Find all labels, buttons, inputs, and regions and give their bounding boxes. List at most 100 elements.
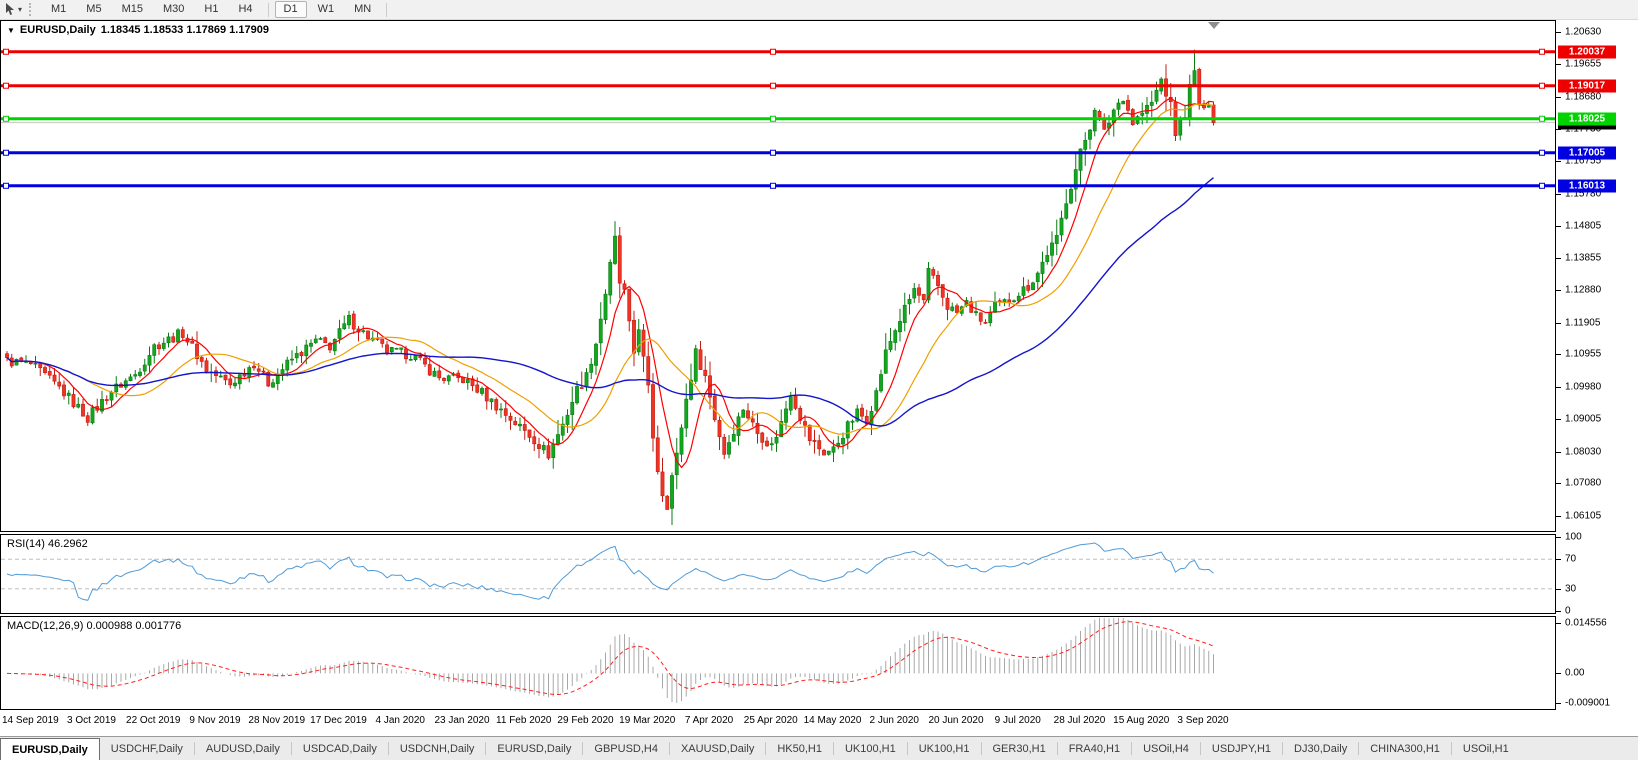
chart-tab-USDCAD-Daily[interactable]: USDCAD,Daily [302,742,377,755]
line-handle[interactable] [1539,182,1545,189]
candle-body [641,329,646,357]
candle-body [233,382,237,387]
date-label: 19 Mar 2020 [619,715,676,726]
candle-body [584,372,589,388]
tab-divider [1131,742,1133,755]
collapse-indicator-icon[interactable]: ▼ [7,25,15,35]
line-price-badge-1.16013: 1.16013 [1558,179,1616,193]
price-tick-label: 1.14805 [1565,220,1602,232]
candle-body [76,403,81,408]
line-handle[interactable] [770,48,776,55]
candle-body [1026,285,1031,291]
candle-body [1064,203,1069,219]
candle-body [1078,148,1083,171]
candle-body [518,423,522,427]
timeframe-button-H1[interactable]: H1 [204,3,219,15]
line-handle[interactable] [1539,48,1545,55]
chart-shift-marker[interactable] [1208,22,1220,29]
chart-tab-UK100-H1[interactable]: UK100,H1 [918,742,970,755]
price-tick-label: 1.11905 [1565,317,1601,329]
candle-body [898,321,902,333]
candle-body [180,329,185,338]
candle-body [703,369,708,376]
line-handle[interactable] [770,115,776,122]
candle-body [860,407,864,417]
candle-body [285,359,290,371]
candle-body [845,421,850,439]
timeframe-button-M30[interactable]: M30 [162,3,185,15]
chart-tab-DJ30-Daily[interactable]: DJ30,Daily [1294,742,1348,755]
candle-body [508,415,513,421]
chart-tab-GER30-H1[interactable]: GER30,H1 [992,742,1046,755]
chart-tab-USDCNH-Daily[interactable]: USDCNH,Daily [399,742,475,755]
chart-tab-XAUUSD-Daily[interactable]: XAUUSD,Daily [680,742,755,755]
chart-tab-CHINA300-H1[interactable]: CHINA300,H1 [1370,742,1440,755]
line-handle[interactable] [770,149,776,156]
line-price-badge-1.20037: 1.20037 [1558,45,1616,59]
chart-tab-USDCHF-Daily[interactable]: USDCHF,Daily [110,742,183,755]
tab-divider [1358,742,1360,755]
timeframe-button-M5[interactable]: M5 [86,3,102,15]
candle-body [437,370,442,379]
timeframe-button-H4[interactable]: H4 [238,3,253,15]
rsi-tick-label: 100 [1565,531,1582,543]
line-handle[interactable] [1539,149,1545,156]
rsi-tick [1556,611,1561,612]
cursor-arrow-icon[interactable] [2,2,18,17]
dropdown-caret-icon[interactable]: ▾ [18,5,23,14]
candle-body [380,338,385,344]
date-label: 14 May 2020 [803,715,862,726]
candle-body [698,349,703,370]
timeframe-button-W1[interactable]: W1 [317,3,335,15]
date-label: 7 Apr 2020 [684,715,734,726]
chart-tab-GBPUSD-H4[interactable]: GBPUSD,H4 [594,742,658,755]
timeframe-button-MN[interactable]: MN [354,3,372,15]
price-tick [1556,483,1561,485]
chart-title: ▼ EURUSD,Daily 1.18345 1.18533 1.17869 1… [7,24,269,36]
candle-body [1164,78,1168,97]
candle-body [157,344,161,350]
candle-body [831,446,836,453]
candle-body [902,304,907,323]
price-tick-label: 1.09980 [1565,381,1602,393]
macd-tick [1556,673,1561,675]
timeframe-buttons: M1 M5 M15 M30 H1 H4 D1 W1 MN [41,1,392,18]
macd-tick-label: 0.014556 [1565,617,1607,629]
line-handle[interactable] [770,182,776,189]
line-handle[interactable] [3,149,9,156]
tab-divider [1450,742,1452,755]
line-handle[interactable] [3,82,9,89]
candle-body [128,376,133,382]
chart-tab-AUDUSD-Daily[interactable]: AUDUSD,Daily [205,742,280,755]
chart-tab-USOil-H4[interactable]: USOil,H4 [1143,742,1189,755]
candle-body [304,344,309,357]
timeframe-button-M1[interactable]: M1 [51,3,67,15]
candle-body [33,362,38,365]
line-handle[interactable] [3,115,9,122]
timeframe-button-M15[interactable]: M15 [121,3,143,15]
chart-tab-USOil-H1[interactable]: USOil,H1 [1462,742,1509,755]
chart-tab-HK50-H1[interactable]: HK50,H1 [777,742,822,755]
price-tick [1556,515,1561,517]
chart-tab-UK100-H1[interactable]: UK100,H1 [844,742,896,755]
candle-body [465,379,470,383]
toolbar-grip[interactable] [29,3,35,16]
chart-tab-EURUSD-Daily[interactable]: EURUSD,Daily [497,742,572,755]
chart-tab-USDJPY-H1[interactable]: USDJPY,H1 [1211,742,1272,755]
candle-body [765,440,769,447]
chart-tab-EURUSD-Daily[interactable]: EURUSD,Daily [0,738,100,760]
toolbar-separator [386,2,388,17]
timeframe-button-D1[interactable]: D1 [274,1,307,18]
price-tick-label: 1.19655 [1565,58,1602,70]
tab-divider [387,742,389,755]
tab-divider [765,742,767,755]
candle-body [1040,261,1045,274]
chart-tab-FRA40-H1[interactable]: FRA40,H1 [1068,742,1121,755]
tab-divider [1282,742,1284,755]
line-handle[interactable] [3,48,9,55]
line-handle[interactable] [3,182,9,189]
candle-body [223,374,228,381]
line-handle[interactable] [770,82,776,89]
line-handle[interactable] [1539,82,1545,89]
line-handle[interactable] [1539,115,1545,122]
